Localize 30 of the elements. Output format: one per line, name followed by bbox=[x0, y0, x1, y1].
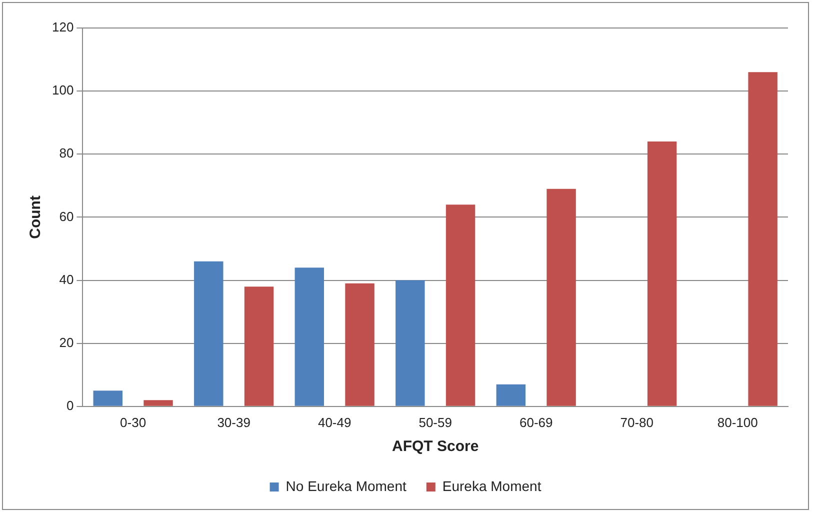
y-tick-label: 20 bbox=[59, 334, 74, 350]
bar bbox=[194, 261, 224, 406]
y-tick-label: 40 bbox=[59, 272, 74, 287]
bar bbox=[244, 286, 274, 406]
x-tick-label: 30-39 bbox=[217, 414, 250, 430]
bar bbox=[647, 142, 677, 406]
x-tick-label: 70-80 bbox=[620, 414, 654, 430]
y-axis-title: Count bbox=[27, 196, 44, 239]
bar bbox=[546, 188, 576, 406]
bar bbox=[496, 384, 526, 406]
legend-label: No Eureka Moment bbox=[286, 478, 407, 494]
x-tick-label: 60-69 bbox=[519, 414, 553, 430]
bar bbox=[345, 283, 374, 406]
x-tick-label: 40-49 bbox=[318, 414, 352, 430]
bar bbox=[294, 268, 324, 406]
x-tick-label: 80-100 bbox=[717, 414, 758, 430]
bar bbox=[748, 72, 778, 406]
y-tick-label: 0 bbox=[66, 398, 74, 413]
bar bbox=[144, 400, 173, 406]
y-tick-label: 80 bbox=[59, 146, 74, 161]
bar bbox=[446, 204, 476, 406]
y-tick-label: 100 bbox=[52, 82, 74, 98]
x-tick-label: 0-30 bbox=[120, 414, 146, 430]
x-axis-title: AFQT Score bbox=[392, 438, 479, 456]
legend-label: Eureka Moment bbox=[442, 478, 542, 494]
y-tick-label: 60 bbox=[59, 208, 74, 224]
x-tick-label: 50-59 bbox=[418, 414, 452, 430]
bar bbox=[396, 280, 425, 406]
y-tick-label: 120 bbox=[52, 20, 74, 35]
bar bbox=[93, 390, 122, 406]
